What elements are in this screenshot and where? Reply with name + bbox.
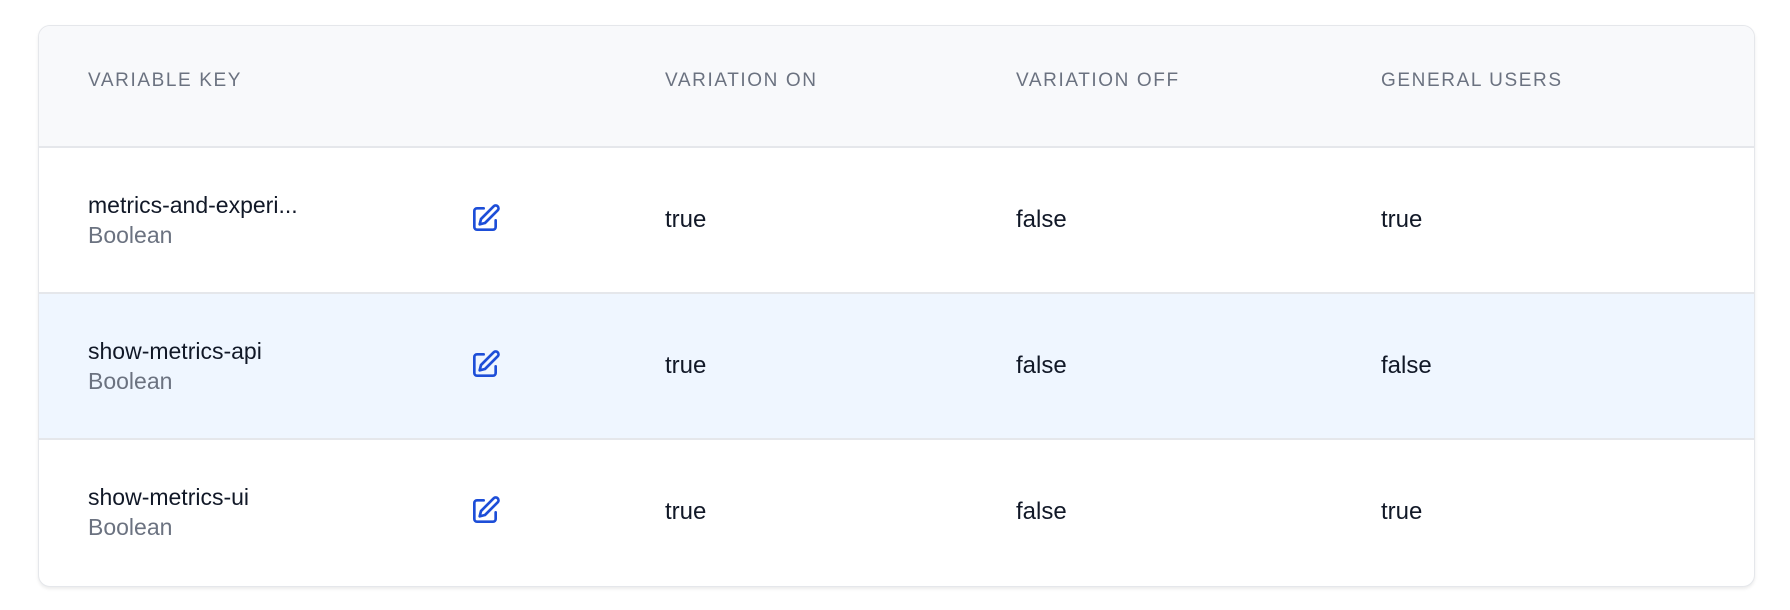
edit-icon[interactable] [469, 203, 501, 235]
table-row[interactable]: show-metrics-ui Boolean true false true [39, 440, 1754, 586]
variable-type: Boolean [88, 222, 173, 248]
variation-on-value: true [665, 352, 707, 379]
general-users-value: false [1381, 352, 1432, 379]
variation-on-value: true [665, 498, 707, 525]
variable-type: Boolean [88, 368, 173, 394]
table-row[interactable]: metrics-and-experi... Boolean true false… [39, 148, 1754, 294]
variation-off-value: false [1016, 206, 1067, 233]
variation-off-value: false [1016, 498, 1067, 525]
header-variable-key: VARIABLE KEY [88, 70, 243, 91]
variable-key: show-metrics-api [88, 338, 262, 364]
edit-icon[interactable] [469, 495, 501, 527]
edit-icon[interactable] [469, 349, 501, 381]
header-general-users: GENERAL USERS [1381, 70, 1563, 91]
variation-on-value: true [665, 206, 707, 233]
table-header: VARIABLE KEY VARIATION ON VARIATION OFF … [39, 26, 1754, 148]
variation-off-value: false [1016, 352, 1067, 379]
header-variation-off: VARIATION OFF [1016, 70, 1180, 91]
table-row[interactable]: show-metrics-api Boolean true false fals… [39, 294, 1754, 440]
header-variation-on: VARIATION ON [665, 70, 818, 91]
variable-key: show-metrics-ui [88, 484, 250, 510]
variable-key: metrics-and-experi... [88, 192, 298, 218]
variables-table: VARIABLE KEY VARIATION ON VARIATION OFF … [38, 25, 1755, 587]
general-users-value: true [1381, 206, 1423, 233]
general-users-value: true [1381, 498, 1423, 525]
variable-type: Boolean [88, 514, 173, 540]
